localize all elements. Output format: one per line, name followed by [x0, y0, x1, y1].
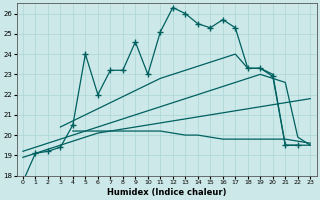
X-axis label: Humidex (Indice chaleur): Humidex (Indice chaleur)	[107, 188, 226, 197]
